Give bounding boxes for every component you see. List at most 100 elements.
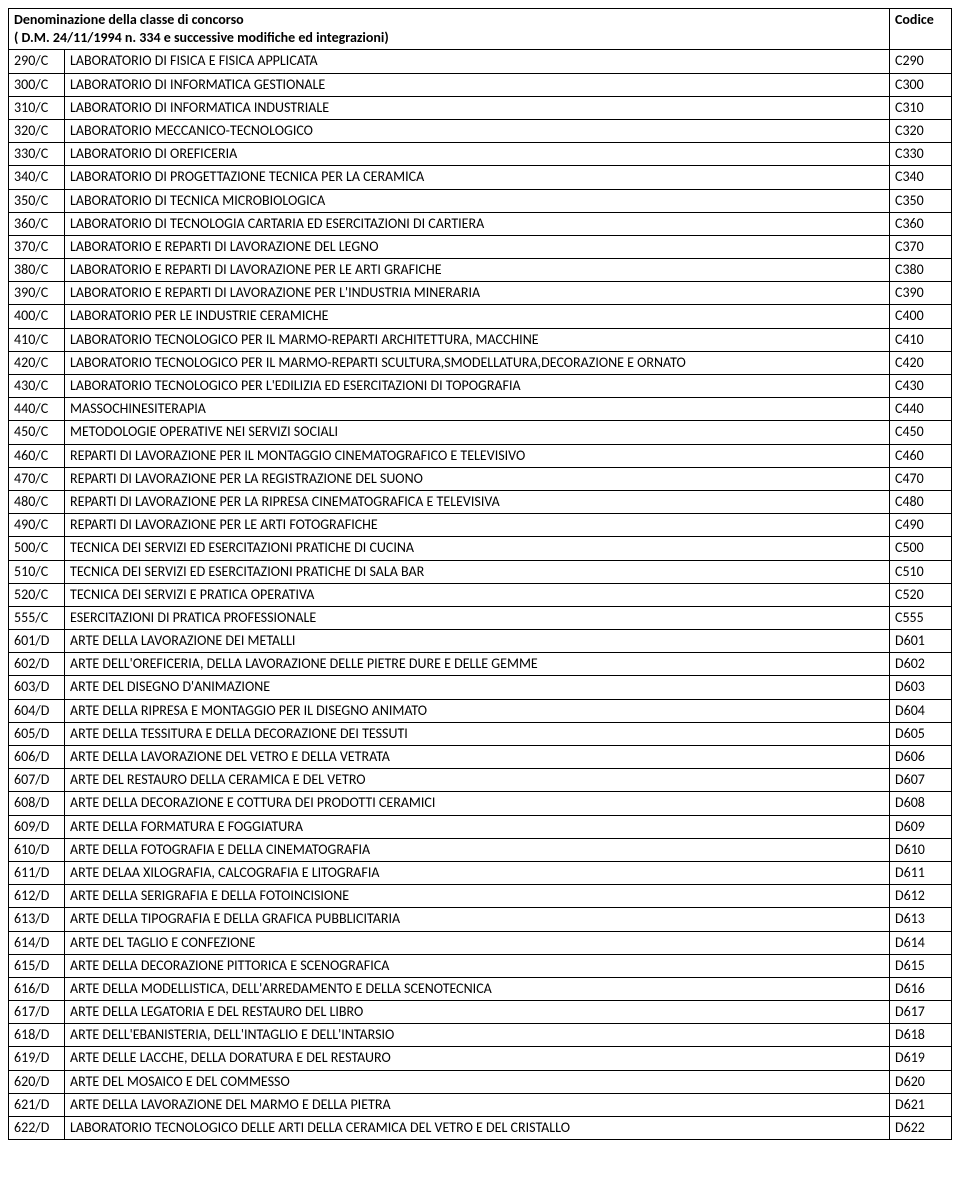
header-codice: Codice [890,9,952,50]
cell-description: LABORATORIO PER LE INDUSTRIE CERAMICHE [65,305,890,328]
table-row: 602/DARTE DELL'OREFICERIA, DELLA LAVORAZ… [9,653,952,676]
cell-description: ARTE DEL TAGLIO E CONFEZIONE [65,931,890,954]
table-row: 440/CMASSOCHINESITERAPIAC440 [9,398,952,421]
cell-code-left: 618/D [9,1024,65,1047]
table-row: 610/DARTE DELLA FOTOGRAFIA E DELLA CINEM… [9,838,952,861]
cell-code-left: 370/C [9,235,65,258]
cell-description: ARTE DELLA FOTOGRAFIA E DELLA CINEMATOGR… [65,838,890,861]
cell-code-left: 510/C [9,560,65,583]
cell-description: ARTE DEL MOSAICO E DEL COMMESSO [65,1070,890,1093]
cell-code-right: C310 [890,96,952,119]
table-row: 410/CLABORATORIO TECNOLOGICO PER IL MARM… [9,328,952,351]
header-denominazione: Denominazione della classe di concorso (… [9,9,890,50]
cell-code-left: 390/C [9,282,65,305]
cell-description: LABORATORIO E REPARTI DI LAVORAZIONE PER… [65,282,890,305]
cell-code-left: 340/C [9,166,65,189]
cell-code-left: 300/C [9,73,65,96]
table-row: 606/DARTE DELLA LAVORAZIONE DEL VETRO E … [9,746,952,769]
cell-description: LABORATORIO DI TECNOLOGIA CARTARIA ED ES… [65,212,890,235]
cell-description: ARTE DELLE LACCHE, DELLA DORATURA E DEL … [65,1047,890,1070]
cell-code-left: 490/C [9,514,65,537]
cell-code-left: 360/C [9,212,65,235]
table-row: 380/CLABORATORIO E REPARTI DI LAVORAZION… [9,259,952,282]
cell-code-right: D602 [890,653,952,676]
cell-code-right: D615 [890,954,952,977]
cell-code-right: D622 [890,1117,952,1140]
table-row: 615/DARTE DELLA DECORAZIONE PITTORICA E … [9,954,952,977]
cell-code-left: 480/C [9,490,65,513]
table-header-row: Denominazione della classe di concorso (… [9,9,952,50]
cell-description: ARTE DELLA FORMATURA E FOGGIATURA [65,815,890,838]
table-row: 370/CLABORATORIO E REPARTI DI LAVORAZION… [9,235,952,258]
cell-code-right: C470 [890,467,952,490]
table-row: 320/CLABORATORIO MECCANICO-TECNOLOGICOC3… [9,119,952,142]
cell-description: REPARTI DI LAVORAZIONE PER IL MONTAGGIO … [65,444,890,467]
cell-description: LABORATORIO TECNOLOGICO PER IL MARMO-REP… [65,328,890,351]
cell-description: ARTE DELLA LEGATORIA E DEL RESTAURO DEL … [65,1001,890,1024]
cell-code-right: D607 [890,769,952,792]
table-row: 520/CTECNICA DEI SERVIZI E PRATICA OPERA… [9,583,952,606]
cell-code-left: 610/D [9,838,65,861]
cell-description: LABORATORIO E REPARTI DI LAVORAZIONE PER… [65,259,890,282]
cell-code-right: C340 [890,166,952,189]
table-row: 616/DARTE DELLA MODELLISTICA, DELL'ARRED… [9,977,952,1000]
header-line1: Denominazione della classe di concorso [14,11,244,28]
cell-code-right: D606 [890,746,952,769]
cell-code-left: 604/D [9,699,65,722]
table-row: 490/CREPARTI DI LAVORAZIONE PER LE ARTI … [9,514,952,537]
cell-code-right: C370 [890,235,952,258]
cell-code-right: C520 [890,583,952,606]
cell-code-right: C490 [890,514,952,537]
table-row: 390/CLABORATORIO E REPARTI DI LAVORAZION… [9,282,952,305]
cell-description: TECNICA DEI SERVIZI ED ESERCITAZIONI PRA… [65,537,890,560]
cell-description: ARTE DELLA TESSITURA E DELLA DECORAZIONE… [65,722,890,745]
cell-code-left: 520/C [9,583,65,606]
cell-code-right: D621 [890,1093,952,1116]
cell-code-left: 555/C [9,606,65,629]
table-row: 420/CLABORATORIO TECNOLOGICO PER IL MARM… [9,351,952,374]
cell-code-right: C460 [890,444,952,467]
cell-code-left: 607/D [9,769,65,792]
cell-code-right: D610 [890,838,952,861]
cell-code-right: D611 [890,861,952,884]
table-row: 450/CMETODOLOGIE OPERATIVE NEI SERVIZI S… [9,421,952,444]
cell-code-right: D613 [890,908,952,931]
table-row: 620/DARTE DEL MOSAICO E DEL COMMESSOD620 [9,1070,952,1093]
cell-description: ARTE DELAA XILOGRAFIA, CALCOGRAFIA E LIT… [65,861,890,884]
cell-description: ARTE DELLA LAVORAZIONE DEL VETRO E DELLA… [65,746,890,769]
cell-code-left: 450/C [9,421,65,444]
cell-code-left: 614/D [9,931,65,954]
cell-code-left: 617/D [9,1001,65,1024]
cell-code-left: 611/D [9,861,65,884]
cell-code-right: C300 [890,73,952,96]
cell-code-left: 621/D [9,1093,65,1116]
cell-code-left: 430/C [9,375,65,398]
table-row: 612/DARTE DELLA SERIGRAFIA E DELLA FOTOI… [9,885,952,908]
cell-description: LABORATORIO TECNOLOGICO PER L'EDILIZIA E… [65,375,890,398]
cell-description: ARTE DELLA SERIGRAFIA E DELLA FOTOINCISI… [65,885,890,908]
cell-description: REPARTI DI LAVORAZIONE PER LA REGISTRAZI… [65,467,890,490]
cell-description: ARTE DELLA TIPOGRAFIA E DELLA GRAFICA PU… [65,908,890,931]
cell-description: LABORATORIO DI FISICA E FISICA APPLICATA [65,50,890,73]
cell-code-right: C380 [890,259,952,282]
table-row: 340/CLABORATORIO DI PROGETTAZIONE TECNIC… [9,166,952,189]
table-row: 500/CTECNICA DEI SERVIZI ED ESERCITAZION… [9,537,952,560]
table-row: 619/DARTE DELLE LACCHE, DELLA DORATURA E… [9,1047,952,1070]
cell-code-right: C390 [890,282,952,305]
table-row: 621/DARTE DELLA LAVORAZIONE DEL MARMO E … [9,1093,952,1116]
cell-code-right: C500 [890,537,952,560]
cell-code-left: 622/D [9,1117,65,1140]
cell-description: ARTE DELLA LAVORAZIONE DEI METALLI [65,630,890,653]
table-row: 607/DARTE DEL RESTAURO DELLA CERAMICA E … [9,769,952,792]
table-row: 608/DARTE DELLA DECORAZIONE E COTTURA DE… [9,792,952,815]
table-row: 290/CLABORATORIO DI FISICA E FISICA APPL… [9,50,952,73]
cell-code-left: 460/C [9,444,65,467]
cell-code-right: C360 [890,212,952,235]
cell-description: ARTE DEL RESTAURO DELLA CERAMICA E DEL V… [65,769,890,792]
cell-description: LABORATORIO MECCANICO-TECNOLOGICO [65,119,890,142]
cell-code-right: C410 [890,328,952,351]
cell-code-right: C400 [890,305,952,328]
cell-code-right: D604 [890,699,952,722]
cell-code-left: 400/C [9,305,65,328]
cell-code-left: 602/D [9,653,65,676]
